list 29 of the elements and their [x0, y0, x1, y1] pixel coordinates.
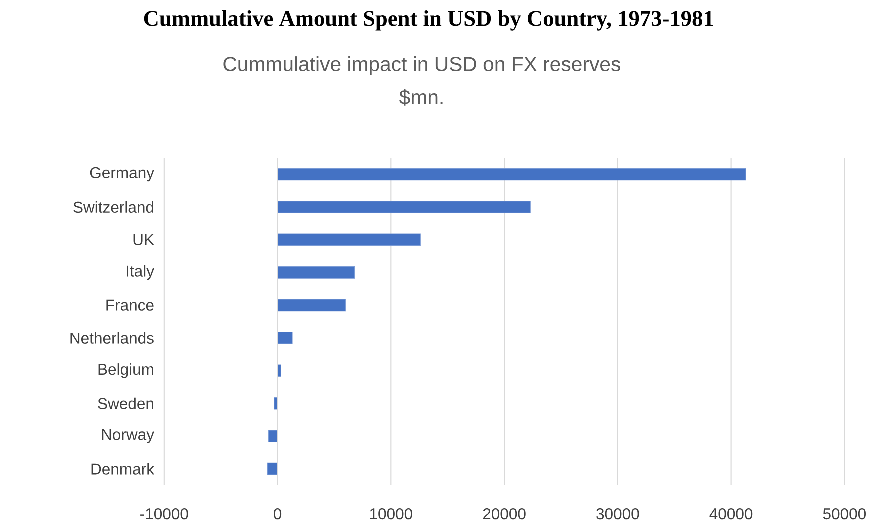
bar — [267, 462, 278, 476]
y-tick-label: Denmark — [92, 463, 155, 475]
bar — [278, 201, 531, 214]
y-tick-label: Netherlands — [70, 332, 154, 344]
x-tick-label: 30000 — [596, 508, 640, 520]
x-tick-label: 40000 — [710, 508, 753, 520]
y-tick-label: Switzerland — [74, 201, 154, 213]
bar — [278, 299, 346, 312]
x-tick-label: 10000 — [370, 508, 412, 520]
y-tick-label: Norway — [102, 429, 154, 444]
bar — [278, 332, 293, 344]
bar — [268, 430, 278, 443]
x-tick-label: 50000 — [823, 508, 866, 520]
y-tick-label: Belgium — [98, 364, 154, 378]
x-tick-label: 0 — [274, 508, 282, 520]
y-tick-label: France — [106, 300, 154, 311]
bar — [278, 266, 356, 279]
y-tick-label: Italy — [127, 265, 154, 280]
y-tick-label: Sweden — [98, 398, 154, 410]
x-tick-label: 20000 — [483, 508, 526, 520]
y-tick-label: Germany — [90, 167, 154, 182]
chart-title: Cummulative Amount Spent in USD by Country, 1973-1981 — [144, 10, 714, 31]
y-tick-label: UK — [134, 234, 154, 246]
text: $mn. — [400, 89, 443, 106]
chart-subtitle: Cummulative impact in USD on FX reserves — [224, 56, 620, 76]
x-tick-label: -10000 — [140, 508, 188, 520]
bar — [278, 234, 421, 246]
bar — [274, 397, 278, 410]
bar — [278, 168, 746, 181]
